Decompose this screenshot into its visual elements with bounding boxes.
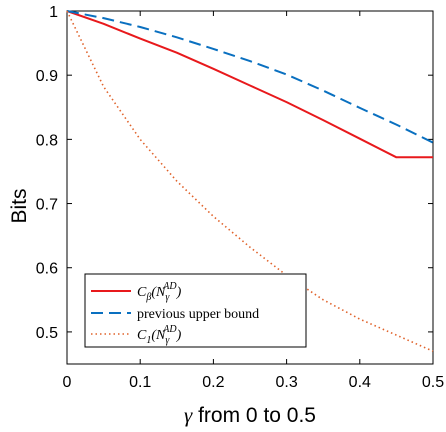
series-line-1 [66, 10, 434, 144]
y-tick-label: 1 [49, 4, 58, 21]
y-tick-label: 0.7 [36, 197, 58, 214]
x-tick-label: 0 [63, 374, 72, 391]
y-tick-label: 0.6 [36, 261, 58, 278]
x-axis-label-symbol: γ [184, 403, 193, 427]
x-axis-label-text: from 0 to 0.5 [192, 404, 316, 427]
y-tick-label: 0.5 [36, 325, 58, 342]
x-tick-label: 0.2 [202, 374, 224, 391]
legend-label-cbeta: Cβ(NγAD) [137, 281, 182, 303]
y-tick-label: 0.8 [36, 132, 58, 149]
series-line-0 [66, 10, 433, 159]
legend-label-previous: previous upper bound [137, 307, 259, 322]
x-tick-label: 0.5 [422, 374, 444, 391]
y-axis-label: Bits [8, 188, 31, 223]
x-tick-label: 0.1 [129, 374, 151, 391]
series-layer [66, 10, 434, 352]
legend-label-c1: C1(NγAD) [137, 324, 182, 346]
series-line-2 [66, 10, 434, 352]
x-tick-label: 0.4 [349, 374, 371, 391]
y-tick-label: 0.9 [36, 68, 58, 85]
axis-ticks: 0 0.1 0.2 0.3 0.4 0.5 0.5 0.6 0.7 0.8 0.9 1 [36, 4, 444, 391]
legend-box [84, 273, 307, 348]
x-axis-label: γ from 0 to 0.5 [184, 403, 316, 427]
legend: Cβ(NγAD) previous upper bound C1(NγAD) [84, 273, 307, 348]
x-tick-label: 0.3 [275, 374, 297, 391]
